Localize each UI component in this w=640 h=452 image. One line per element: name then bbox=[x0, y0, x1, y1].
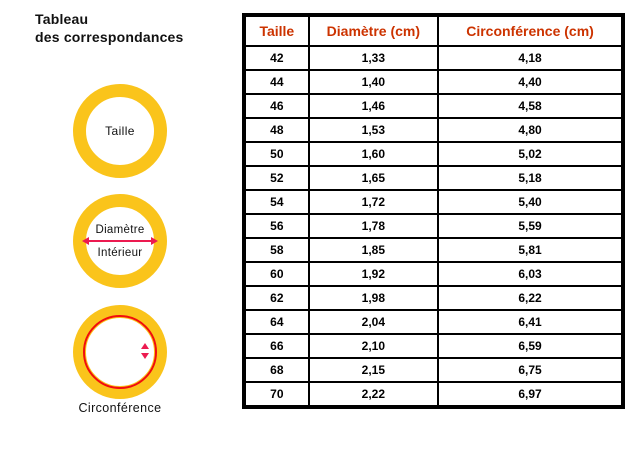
arrow-down-icon bbox=[141, 353, 149, 359]
table-row: 66 2,10 6,59 bbox=[243, 333, 624, 359]
arrow-head-right bbox=[151, 236, 158, 245]
table-cell: 70 bbox=[243, 381, 310, 408]
table-row: 50 1,60 5,02 bbox=[243, 141, 624, 167]
arrow-shaft bbox=[87, 240, 153, 242]
table-cell: 6,59 bbox=[437, 333, 624, 359]
table-cell: 1,85 bbox=[307, 237, 440, 263]
table-cell: 62 bbox=[243, 285, 310, 311]
table-cell: 1,60 bbox=[307, 141, 440, 167]
table-row: 60 1,92 6,03 bbox=[243, 261, 624, 287]
table-cell: 1,65 bbox=[307, 165, 440, 191]
table-row: 56 1,78 5,59 bbox=[243, 213, 624, 239]
table-cell: 4,18 bbox=[437, 45, 624, 71]
table-cell: 1,72 bbox=[307, 189, 440, 215]
ring-size-icon: Taille bbox=[73, 84, 167, 178]
table-cell: 2,04 bbox=[307, 309, 440, 335]
table-row: 44 1,40 4,40 bbox=[243, 69, 624, 95]
table-cell: 6,97 bbox=[437, 381, 624, 408]
column-header-circonference: Circonférence (cm) bbox=[437, 14, 624, 47]
table-cell: 6,03 bbox=[437, 261, 624, 287]
table-cell: 1,92 bbox=[307, 261, 440, 287]
table-body: 42 1,33 4,18 44 1,40 4,40 46 1,46 4,58 48 1,53 4,80… bbox=[243, 45, 624, 408]
table-cell: 52 bbox=[243, 165, 310, 191]
table-cell: 4,58 bbox=[437, 93, 624, 119]
table-cell: 2,10 bbox=[307, 333, 440, 359]
table-cell: 60 bbox=[243, 261, 310, 287]
table-cell: 1,98 bbox=[307, 285, 440, 311]
table-cell: 2,22 bbox=[307, 381, 440, 408]
table-cell: 50 bbox=[243, 141, 310, 167]
ring-circumference-icon bbox=[73, 305, 167, 399]
table-cell: 1,33 bbox=[307, 45, 440, 71]
table-cell: 5,59 bbox=[437, 213, 624, 239]
ring-circumference-label: Circonférence bbox=[78, 401, 162, 415]
page-title: Tableau des correspondances bbox=[35, 11, 184, 47]
table-row: 46 1,46 4,58 bbox=[243, 93, 624, 119]
table-row: 70 2,22 6,97 bbox=[243, 381, 624, 408]
diameter-arrow-icon bbox=[82, 236, 158, 246]
table-cell: 5,18 bbox=[437, 165, 624, 191]
column-header-taille: Taille bbox=[243, 14, 310, 47]
ring-diameter-label-bottom: Intérieur bbox=[97, 246, 143, 259]
table-row: 54 1,72 5,40 bbox=[243, 189, 624, 215]
table-cell: 5,40 bbox=[437, 189, 624, 215]
ring-size-label: Taille bbox=[105, 124, 135, 138]
circumference-arrow-icon bbox=[141, 343, 149, 359]
arrow-up-icon bbox=[141, 343, 149, 349]
table-row: 42 1,33 4,18 bbox=[243, 45, 624, 71]
table-cell: 44 bbox=[243, 69, 310, 95]
table-cell: 5,02 bbox=[437, 141, 624, 167]
table-cell: 6,22 bbox=[437, 285, 624, 311]
table-cell: 66 bbox=[243, 333, 310, 359]
table-cell: 42 bbox=[243, 45, 310, 71]
ring-diameter-label-top: Diamètre bbox=[95, 223, 145, 236]
table-cell: 6,75 bbox=[437, 357, 624, 383]
table-row: 64 2,04 6,41 bbox=[243, 309, 624, 335]
table-cell: 2,15 bbox=[307, 357, 440, 383]
page-title-line1: Tableau bbox=[35, 11, 89, 27]
table-cell: 5,81 bbox=[437, 237, 624, 263]
table-cell: 58 bbox=[243, 237, 310, 263]
table-cell: 46 bbox=[243, 93, 310, 119]
circumference-circle-icon bbox=[83, 315, 157, 389]
arrow-head-left bbox=[82, 236, 89, 245]
table-cell: 68 bbox=[243, 357, 310, 383]
table-header-row: Taille Diamètre (cm) Circonférence (cm) bbox=[243, 14, 624, 47]
ring-diameter-content: Diamètre Intérieur bbox=[82, 223, 158, 259]
table-cell: 1,40 bbox=[307, 69, 440, 95]
table-cell: 1,53 bbox=[307, 117, 440, 143]
table-row: 62 1,98 6,22 bbox=[243, 285, 624, 311]
correspondence-table: Taille Diamètre (cm) Circonférence (cm) … bbox=[242, 13, 625, 409]
table-row: 52 1,65 5,18 bbox=[243, 165, 624, 191]
column-header-diametre: Diamètre (cm) bbox=[307, 14, 440, 47]
page-title-line2: des correspondances bbox=[35, 28, 184, 45]
ring-diameter-icon: Diamètre Intérieur bbox=[73, 194, 167, 288]
table-cell: 6,41 bbox=[437, 309, 624, 335]
table-cell: 56 bbox=[243, 213, 310, 239]
table-cell: 4,80 bbox=[437, 117, 624, 143]
table-row: 58 1,85 5,81 bbox=[243, 237, 624, 263]
table-cell: 54 bbox=[243, 189, 310, 215]
table-cell: 1,78 bbox=[307, 213, 440, 239]
table-cell: 48 bbox=[243, 117, 310, 143]
table-row: 48 1,53 4,80 bbox=[243, 117, 624, 143]
table-cell: 4,40 bbox=[437, 69, 624, 95]
table-row: 68 2,15 6,75 bbox=[243, 357, 624, 383]
table-cell: 64 bbox=[243, 309, 310, 335]
table-cell: 1,46 bbox=[307, 93, 440, 119]
